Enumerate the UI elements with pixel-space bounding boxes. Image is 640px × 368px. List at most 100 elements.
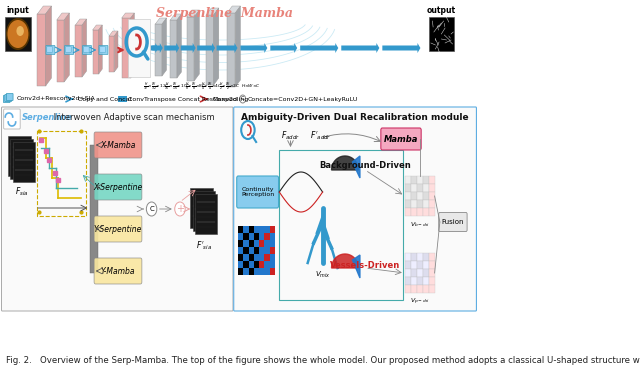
Polygon shape xyxy=(206,8,219,15)
Bar xyxy=(269,261,275,268)
Polygon shape xyxy=(227,13,236,87)
Bar xyxy=(254,226,259,233)
Bar xyxy=(5,17,31,51)
Bar xyxy=(422,176,429,184)
Bar xyxy=(411,200,417,208)
Polygon shape xyxy=(76,25,82,77)
Bar xyxy=(417,208,422,216)
Text: Ambiguity-Driven Dual Recalibration module: Ambiguity-Driven Dual Recalibration modu… xyxy=(241,113,469,122)
Bar xyxy=(118,96,127,102)
Bar xyxy=(249,254,254,261)
FancyBboxPatch shape xyxy=(94,174,142,200)
Bar xyxy=(195,194,218,234)
Bar xyxy=(417,200,422,208)
Bar xyxy=(429,192,435,200)
Text: +: + xyxy=(176,204,184,214)
Bar xyxy=(429,200,435,208)
Text: $\frac{H}{4}{\times}\frac{W}{4}{\times}4C$: $\frac{H}{4}{\times}\frac{W}{4}{\times}4… xyxy=(201,82,223,93)
Bar xyxy=(37,131,86,216)
Text: $V_{p-dri}$: $V_{p-dri}$ xyxy=(410,297,430,307)
Text: Copy and Concat: Copy and Concat xyxy=(77,96,132,102)
Polygon shape xyxy=(57,20,64,82)
Bar xyxy=(422,184,429,192)
FancyBboxPatch shape xyxy=(1,107,233,311)
Polygon shape xyxy=(93,30,99,74)
Text: $F_{sia}$: $F_{sia}$ xyxy=(15,186,28,198)
Bar xyxy=(429,277,435,285)
Bar xyxy=(264,254,269,261)
Bar xyxy=(249,233,254,240)
FancyBboxPatch shape xyxy=(381,128,421,150)
FancyBboxPatch shape xyxy=(237,176,278,208)
Bar xyxy=(417,269,422,277)
Bar xyxy=(249,240,254,247)
Text: C: C xyxy=(149,206,154,212)
Polygon shape xyxy=(332,156,358,170)
Bar xyxy=(411,261,417,269)
Polygon shape xyxy=(236,6,241,87)
Polygon shape xyxy=(187,17,194,81)
Bar xyxy=(417,192,422,200)
Bar xyxy=(264,233,269,240)
Bar xyxy=(422,192,429,200)
Polygon shape xyxy=(156,24,162,76)
Polygon shape xyxy=(93,25,102,30)
Polygon shape xyxy=(122,18,131,78)
Bar xyxy=(411,184,417,192)
Text: Fusion: Fusion xyxy=(442,219,464,225)
Bar xyxy=(417,285,422,293)
Polygon shape xyxy=(156,18,166,24)
FancyBboxPatch shape xyxy=(46,46,55,54)
Bar xyxy=(422,200,429,208)
Polygon shape xyxy=(270,43,297,53)
Bar xyxy=(422,261,429,269)
Bar xyxy=(193,191,215,231)
Bar xyxy=(254,254,259,261)
FancyBboxPatch shape xyxy=(94,216,142,242)
Polygon shape xyxy=(164,43,179,53)
Bar xyxy=(417,277,422,285)
Bar xyxy=(249,261,254,268)
Polygon shape xyxy=(99,25,102,74)
Bar xyxy=(254,268,259,275)
Text: $\frac{H}{2}{\times}\frac{W}{2}{\times}2C$: $\frac{H}{2}{\times}\frac{W}{2}{\times}2… xyxy=(219,82,241,93)
Bar xyxy=(238,233,243,240)
Bar xyxy=(411,285,417,293)
Text: C: C xyxy=(241,96,244,102)
Bar xyxy=(429,184,435,192)
FancyBboxPatch shape xyxy=(100,47,106,52)
Polygon shape xyxy=(332,254,358,268)
Bar xyxy=(254,233,259,240)
Text: $\frac{H}{32}{\times}\frac{W}{32}{\times}12C$: $\frac{H}{32}{\times}\frac{W}{32}{\times… xyxy=(143,82,170,93)
Bar xyxy=(417,184,422,192)
Bar xyxy=(269,233,275,240)
Text: $F_{addr}$: $F_{addr}$ xyxy=(281,130,300,142)
Bar xyxy=(429,208,435,216)
Bar xyxy=(238,261,243,268)
Bar xyxy=(404,192,411,200)
Text: $\frac{H}{16}{\times}\frac{W}{16}{\times}10C$: $\frac{H}{16}{\times}\frac{W}{16}{\times… xyxy=(164,82,191,93)
Text: $F'_{sia}$: $F'_{sia}$ xyxy=(196,239,212,251)
Circle shape xyxy=(8,20,28,48)
Bar xyxy=(429,269,435,277)
Bar xyxy=(243,233,249,240)
Polygon shape xyxy=(64,13,70,82)
Text: Maxpooling: Maxpooling xyxy=(212,96,248,102)
Polygon shape xyxy=(162,18,166,76)
Polygon shape xyxy=(194,10,200,81)
Polygon shape xyxy=(131,13,134,78)
Text: $V_{b-dri}$: $V_{b-dri}$ xyxy=(410,220,430,229)
FancyBboxPatch shape xyxy=(6,93,13,100)
Bar xyxy=(259,247,264,254)
FancyBboxPatch shape xyxy=(83,46,92,54)
Bar xyxy=(259,240,264,247)
Text: Background-Driven: Background-Driven xyxy=(319,162,411,170)
Text: Conv2d+Resconv2d+SIA: Conv2d+Resconv2d+SIA xyxy=(17,96,95,102)
Polygon shape xyxy=(109,31,118,36)
Polygon shape xyxy=(180,43,196,53)
Bar xyxy=(191,188,213,228)
Bar xyxy=(269,254,275,261)
Bar xyxy=(238,247,243,254)
Polygon shape xyxy=(214,8,219,85)
FancyBboxPatch shape xyxy=(234,107,476,311)
